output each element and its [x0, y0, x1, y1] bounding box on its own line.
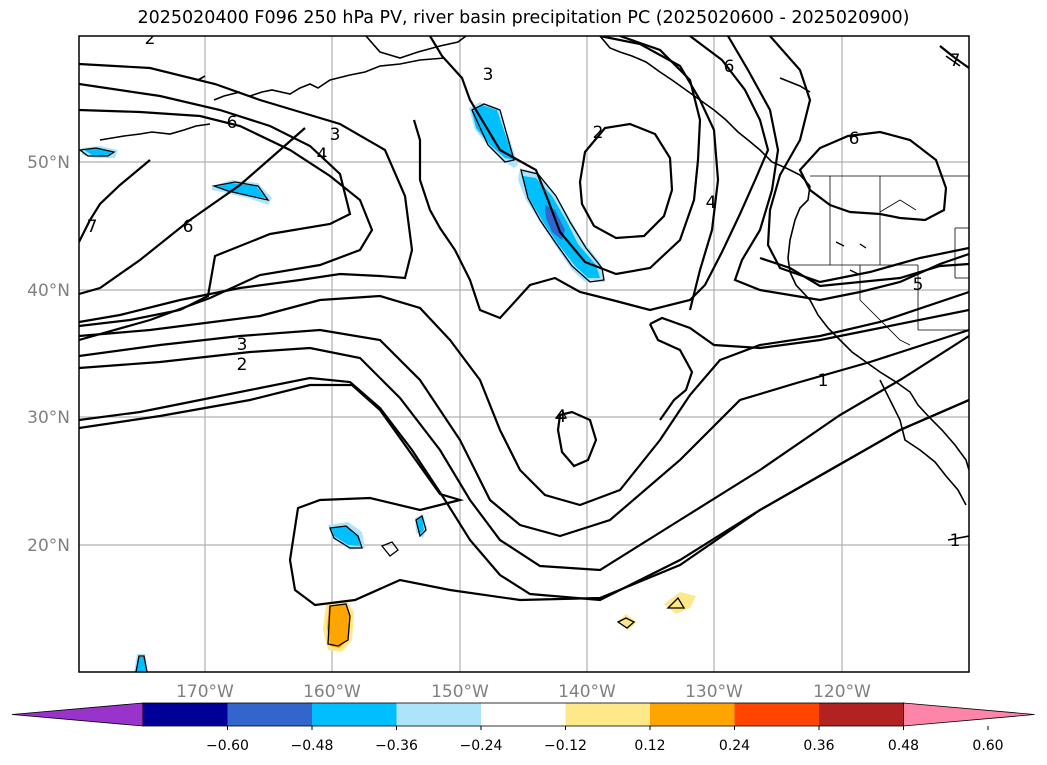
contour-label: 1 [950, 531, 961, 551]
contour-label: 7 [87, 217, 98, 237]
colorbar-segment [143, 703, 228, 726]
contour-labels: 2 3 6 7 4 3 6 7 2 4 6 5 1 3 2 4 6 1 [87, 29, 961, 551]
colorbar-segment [819, 703, 904, 726]
lon-label: 120°W [813, 682, 871, 702]
contour-label: 5 [913, 275, 924, 295]
colorbar-tick-label: −0.12 [544, 738, 587, 754]
map-area [79, 36, 969, 672]
lat-label: 20°N [27, 536, 70, 556]
lat-label: 40°N [27, 281, 70, 301]
colorbar-tick-label: −0.60 [206, 738, 249, 754]
lon-label: 160°W [303, 682, 361, 702]
colorbar-outline [142, 702, 904, 727]
colorbar [11, 702, 1035, 727]
colorbar-tick-label: 0.36 [803, 738, 834, 754]
colorbar-tick-label: 0.12 [634, 738, 665, 754]
colorbar-tick-label: 0.24 [719, 738, 750, 754]
lon-label: 170°W [176, 682, 234, 702]
contour-label: 2 [145, 29, 156, 49]
lon-label: 130°W [685, 682, 743, 702]
colorbar-segment [481, 703, 566, 726]
islands [79, 103, 867, 672]
lat-label: 50°N [27, 153, 70, 173]
longitude-labels: 170°W 160°W 150°W 140°W 130°W 120°W [176, 682, 871, 702]
colorbar-segment [312, 703, 397, 726]
latitude-labels: 50°N 40°N 30°N 20°N [27, 153, 70, 556]
contour-label: 1 [818, 371, 829, 391]
colorbar-segment [396, 703, 482, 726]
contour-label: 6 [724, 57, 735, 77]
colorbar-tick-label: −0.36 [375, 738, 418, 754]
colorbar-segment [565, 703, 651, 726]
contour-label: 3 [483, 65, 494, 85]
contour-label: 3 [330, 125, 341, 145]
colorbar-tick-label: 0.48 [888, 738, 919, 754]
contour-label: 2 [237, 355, 248, 375]
lat-label: 30°N [27, 408, 70, 428]
map-title: 2025020400 F096 250 hPa PV, river basin … [137, 8, 910, 28]
colorbar-extension-high [903, 702, 1035, 727]
contour-label: 6 [227, 113, 238, 133]
pv-contours [79, 36, 969, 607]
contour-label: 4 [317, 145, 328, 165]
map-border [78, 35, 970, 673]
lon-label: 150°W [431, 682, 489, 702]
contour-label: 7 [950, 51, 961, 71]
contour-label: 2 [593, 123, 604, 143]
colorbar-tick-label: −0.48 [291, 738, 334, 754]
precipitation-shading [82, 102, 696, 672]
contour-label: 6 [849, 129, 860, 149]
contour-label: 3 [237, 335, 248, 355]
contour-label: 4 [556, 407, 567, 427]
contour-label: 6 [183, 217, 194, 237]
colorbar-tick-label: −0.24 [460, 738, 503, 754]
colorbar-segment [227, 703, 313, 726]
contour-label: 4 [706, 193, 717, 213]
lon-label: 140°W [558, 682, 616, 702]
colorbar-tick-label: 0.60 [972, 738, 1003, 754]
colorbar-segment [734, 703, 820, 726]
colorbar-extension-low [11, 702, 144, 727]
colorbar-segment [650, 703, 735, 726]
colorbar-ticks: −0.60 −0.48 −0.36 −0.24 −0.12 0.12 0.24 0.36 0.4… [206, 726, 1004, 754]
